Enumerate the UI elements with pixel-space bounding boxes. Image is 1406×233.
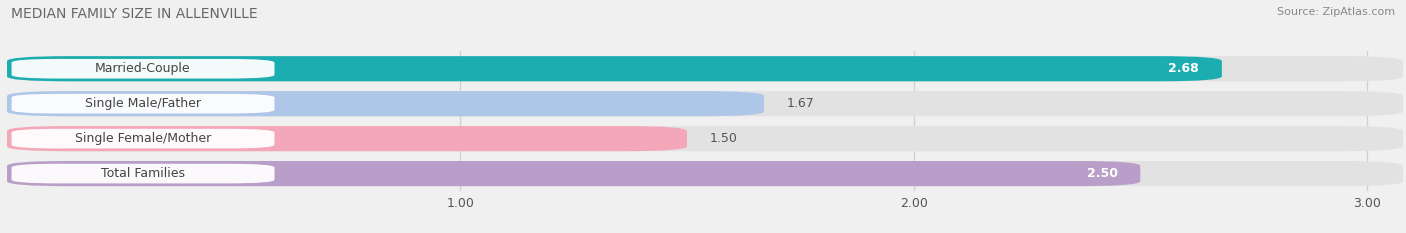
Text: 1.67: 1.67 (787, 97, 814, 110)
FancyBboxPatch shape (7, 126, 688, 151)
FancyBboxPatch shape (7, 161, 1403, 186)
Text: Single Male/Father: Single Male/Father (84, 97, 201, 110)
FancyBboxPatch shape (7, 161, 1140, 186)
Text: Total Families: Total Families (101, 167, 186, 180)
FancyBboxPatch shape (7, 91, 1403, 116)
FancyBboxPatch shape (11, 94, 274, 113)
Text: 2.50: 2.50 (1087, 167, 1118, 180)
FancyBboxPatch shape (11, 59, 274, 79)
FancyBboxPatch shape (7, 56, 1222, 81)
Text: Single Female/Mother: Single Female/Mother (75, 132, 211, 145)
Text: MEDIAN FAMILY SIZE IN ALLENVILLE: MEDIAN FAMILY SIZE IN ALLENVILLE (11, 7, 257, 21)
Text: 1.50: 1.50 (710, 132, 738, 145)
FancyBboxPatch shape (11, 164, 274, 183)
FancyBboxPatch shape (7, 56, 1403, 81)
FancyBboxPatch shape (11, 129, 274, 148)
FancyBboxPatch shape (7, 91, 763, 116)
FancyBboxPatch shape (7, 126, 1403, 151)
Text: Married-Couple: Married-Couple (96, 62, 191, 75)
Text: Source: ZipAtlas.com: Source: ZipAtlas.com (1277, 7, 1395, 17)
Text: 2.68: 2.68 (1168, 62, 1199, 75)
